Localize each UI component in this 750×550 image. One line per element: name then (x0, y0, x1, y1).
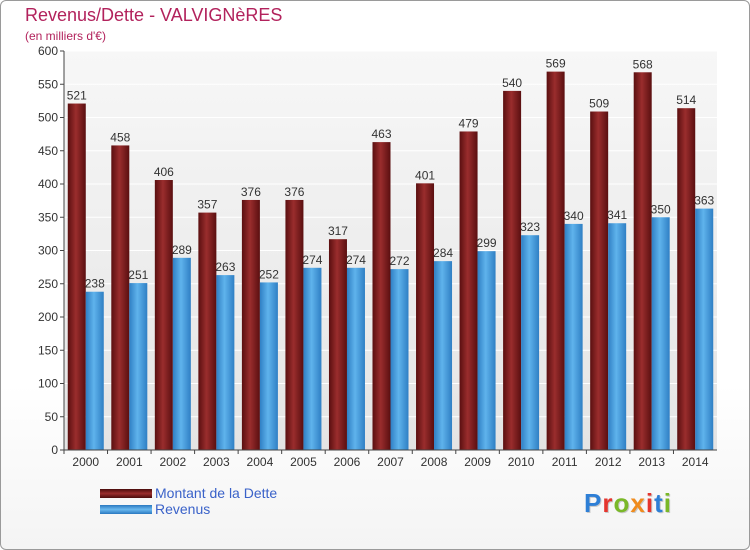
x-tick-label: 2000 (72, 455, 99, 469)
x-tick-label: 2009 (464, 455, 491, 469)
bar-debt (590, 111, 609, 450)
bar-revenue (129, 283, 148, 450)
bar-revenue (521, 235, 540, 450)
data-label-revenue: 340 (564, 209, 584, 223)
bar-revenue (564, 223, 583, 450)
bar-debt (328, 239, 347, 450)
data-label-debt: 357 (197, 198, 217, 212)
y-tick-label: 150 (38, 343, 58, 357)
data-label-revenue: 251 (128, 268, 148, 282)
x-tick-label: 2014 (682, 455, 709, 469)
data-label-revenue: 289 (172, 243, 192, 257)
data-label-revenue: 284 (433, 246, 453, 260)
x-tick-label: 2010 (508, 455, 535, 469)
bar-revenue (259, 282, 278, 450)
y-tick-label: 50 (45, 410, 59, 424)
bar-debt (67, 103, 86, 450)
bar-debt (546, 71, 565, 451)
x-tick-label: 2002 (159, 455, 186, 469)
bar-revenue (346, 267, 365, 450)
data-label-debt: 479 (459, 116, 479, 130)
y-tick-label: 0 (51, 443, 58, 457)
data-label-revenue: 323 (520, 220, 540, 234)
x-tick-label: 2001 (116, 455, 143, 469)
data-label-revenue: 274 (346, 253, 366, 267)
data-label-debt: 463 (371, 127, 391, 141)
data-label-debt: 401 (415, 168, 435, 182)
bar-debt (677, 108, 696, 450)
chart-title: Revenus/Dette - VALVIGNèRES (25, 5, 283, 25)
y-tick-label: 550 (38, 77, 58, 91)
x-tick-label: 2004 (247, 455, 274, 469)
bar-revenue (85, 291, 104, 450)
y-tick-label: 400 (38, 177, 58, 191)
data-label-revenue: 238 (85, 277, 105, 291)
bar-debt (459, 131, 478, 450)
y-tick-label: 100 (38, 377, 58, 391)
bar-revenue (695, 208, 714, 450)
data-label-debt: 317 (328, 224, 348, 238)
bar-revenue (477, 251, 496, 450)
bar-debt (633, 72, 652, 450)
x-tick-label: 2011 (552, 455, 578, 469)
data-label-debt: 568 (633, 57, 653, 71)
data-label-debt: 376 (241, 185, 261, 199)
bar-debt (154, 180, 173, 450)
y-tick-label: 450 (38, 144, 58, 158)
data-label-revenue: 350 (651, 202, 671, 216)
data-label-debt: 569 (546, 57, 566, 71)
bar-debt (198, 212, 217, 450)
data-label-revenue: 299 (477, 236, 497, 250)
bar-revenue (172, 257, 191, 450)
y-tick-label: 250 (38, 277, 58, 291)
data-label-revenue: 252 (259, 267, 279, 281)
bar-revenue (608, 223, 627, 450)
bar-debt (285, 199, 304, 450)
bar-debt (241, 199, 260, 450)
bar-debt (416, 183, 435, 450)
y-tick-label: 600 (38, 44, 58, 58)
bar-debt (372, 142, 391, 451)
x-tick-label: 2003 (203, 455, 230, 469)
data-label-revenue: 363 (694, 194, 714, 208)
data-label-revenue: 341 (607, 208, 627, 222)
chart-subtitle: (en milliers d'€) (25, 29, 106, 43)
bar-revenue (303, 267, 322, 450)
x-tick-label: 2008 (421, 455, 448, 469)
bar-revenue (434, 261, 453, 450)
data-label-debt: 458 (110, 130, 130, 144)
x-tick-label: 2005 (290, 455, 317, 469)
data-label-debt: 521 (67, 89, 87, 103)
proxiti-logo: Proxiti (584, 488, 672, 518)
y-tick-label: 500 (38, 111, 58, 125)
bar-debt (503, 90, 522, 451)
data-label-debt: 514 (676, 93, 696, 107)
data-label-revenue: 263 (215, 260, 235, 274)
data-label-debt: 540 (502, 76, 522, 90)
x-tick-label: 2013 (638, 455, 665, 469)
legend-label-revenue: Revenus (155, 501, 211, 517)
data-label-revenue: 274 (302, 253, 322, 267)
x-tick-label: 2007 (377, 455, 404, 469)
y-tick-label: 200 (38, 310, 58, 324)
bar-debt (111, 145, 130, 450)
x-tick-label: 2012 (595, 455, 622, 469)
bar-revenue (216, 275, 235, 450)
data-label-revenue: 272 (389, 254, 409, 268)
x-tick-label: 2006 (334, 455, 361, 469)
data-label-debt: 509 (589, 97, 609, 111)
bar-revenue (651, 217, 670, 450)
legend-label-debt: Montant de la Dette (155, 485, 278, 501)
legend-swatch-revenue (100, 505, 152, 514)
y-tick-label: 350 (38, 210, 58, 224)
data-label-debt: 406 (154, 165, 174, 179)
y-tick-label: 300 (38, 244, 58, 258)
data-label-debt: 376 (284, 185, 304, 199)
bar-revenue (390, 269, 409, 450)
legend-swatch-debt (100, 489, 152, 498)
